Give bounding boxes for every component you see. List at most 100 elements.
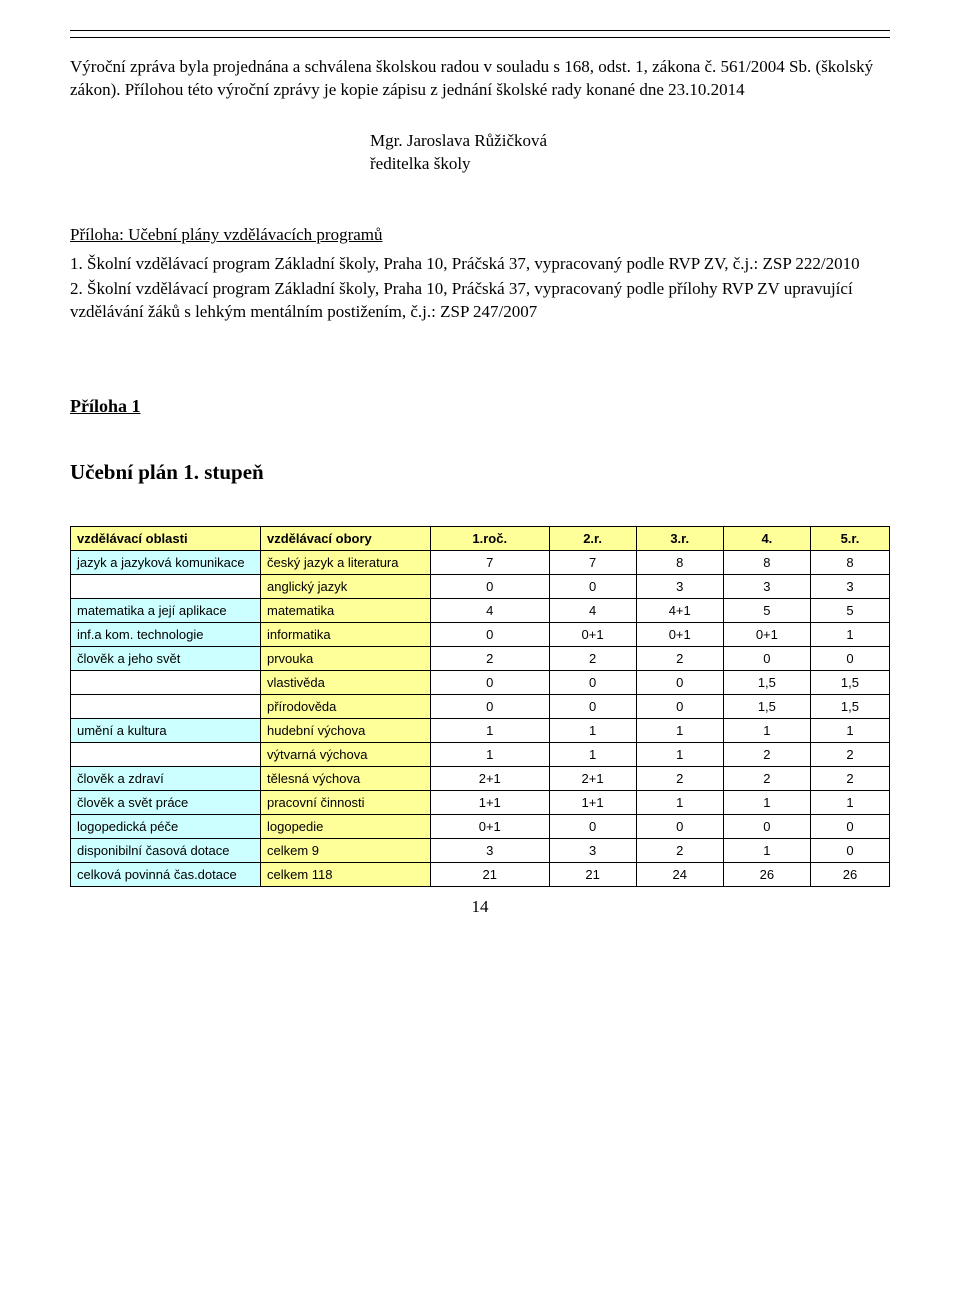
area-cell: člověk a jeho svět: [71, 647, 261, 671]
table-row: vlastivěda0001,51,5: [71, 671, 890, 695]
value-cell: 1: [723, 719, 810, 743]
value-cell: 0+1: [723, 623, 810, 647]
table-row: výtvarná výchova11122: [71, 743, 890, 767]
value-cell: 3: [723, 575, 810, 599]
table-row: anglický jazyk00333: [71, 575, 890, 599]
table-row: inf.a kom. technologieinformatika00+10+1…: [71, 623, 890, 647]
subject-cell: celkem 9: [261, 839, 431, 863]
table-row: matematika a její aplikacematematika444+…: [71, 599, 890, 623]
th-areas: vzdělávací oblasti: [71, 527, 261, 551]
value-cell: 26: [723, 863, 810, 887]
value-cell: 7: [549, 551, 636, 575]
value-cell: 0: [723, 815, 810, 839]
value-cell: 4+1: [636, 599, 723, 623]
value-cell: 4: [431, 599, 550, 623]
value-cell: 2: [636, 767, 723, 791]
value-cell: 0+1: [549, 623, 636, 647]
value-cell: 1,5: [810, 671, 889, 695]
value-cell: 1: [723, 839, 810, 863]
subject-cell: výtvarná výchova: [261, 743, 431, 767]
th-g1: 1.roč.: [431, 527, 550, 551]
value-cell: 2+1: [549, 767, 636, 791]
area-cell: [71, 575, 261, 599]
value-cell: 1: [810, 623, 889, 647]
value-cell: 1,5: [810, 695, 889, 719]
priloha-heading-label: Příloha: Učební plány vzdělávacích progr…: [70, 225, 383, 244]
value-cell: 2: [810, 743, 889, 767]
area-cell: [71, 695, 261, 719]
value-cell: 2: [723, 767, 810, 791]
subject-cell: informatika: [261, 623, 431, 647]
value-cell: 3: [810, 575, 889, 599]
priloha1-heading: Příloha 1: [70, 394, 890, 418]
subject-cell: vlastivěda: [261, 671, 431, 695]
value-cell: 2: [636, 647, 723, 671]
th-g4: 4.: [723, 527, 810, 551]
th-g3: 3.r.: [636, 527, 723, 551]
value-cell: 8: [636, 551, 723, 575]
value-cell: 0: [723, 647, 810, 671]
value-cell: 1: [636, 719, 723, 743]
value-cell: 1,5: [723, 695, 810, 719]
value-cell: 1: [636, 791, 723, 815]
top-rule-thin: [70, 37, 890, 38]
subject-cell: logopedie: [261, 815, 431, 839]
value-cell: 2: [810, 767, 889, 791]
value-cell: 1: [549, 719, 636, 743]
subject-cell: přírodověda: [261, 695, 431, 719]
value-cell: 2: [723, 743, 810, 767]
value-cell: 0+1: [636, 623, 723, 647]
table-row: člověk a jeho světprvouka22200: [71, 647, 890, 671]
area-cell: člověk a svět práce: [71, 791, 261, 815]
ucebni-plan-heading: Učební plán 1. stupeň: [70, 458, 890, 486]
table-row: člověk a svět prácepracovní činnosti1+11…: [71, 791, 890, 815]
value-cell: 1+1: [431, 791, 550, 815]
value-cell: 2: [431, 647, 550, 671]
value-cell: 5: [810, 599, 889, 623]
value-cell: 0: [636, 695, 723, 719]
value-cell: 2: [636, 839, 723, 863]
value-cell: 1: [723, 791, 810, 815]
value-cell: 0: [549, 815, 636, 839]
value-cell: 21: [431, 863, 550, 887]
th-subjects: vzdělávací obory: [261, 527, 431, 551]
value-cell: 8: [810, 551, 889, 575]
value-cell: 3: [431, 839, 550, 863]
value-cell: 5: [723, 599, 810, 623]
th-g5: 5.r.: [810, 527, 889, 551]
value-cell: 0: [810, 815, 889, 839]
value-cell: 0: [636, 815, 723, 839]
area-cell: inf.a kom. technologie: [71, 623, 261, 647]
value-cell: 24: [636, 863, 723, 887]
subject-cell: hudební výchova: [261, 719, 431, 743]
priloha-heading: Příloha: Učební plány vzdělávacích progr…: [70, 224, 890, 247]
value-cell: 21: [549, 863, 636, 887]
value-cell: 0: [431, 671, 550, 695]
area-cell: disponibilní časová dotace: [71, 839, 261, 863]
table-row: logopedická péčelogopedie0+10000: [71, 815, 890, 839]
value-cell: 1: [549, 743, 636, 767]
area-cell: matematika a její aplikace: [71, 599, 261, 623]
curriculum-table: vzdělávací oblasti vzdělávací obory 1.ro…: [70, 526, 890, 887]
table-header-row: vzdělávací oblasti vzdělávací obory 1.ro…: [71, 527, 890, 551]
area-cell: člověk a zdraví: [71, 767, 261, 791]
value-cell: 7: [431, 551, 550, 575]
value-cell: 3: [549, 839, 636, 863]
value-cell: 0: [810, 647, 889, 671]
top-rule-thick: [70, 30, 890, 31]
subject-cell: pracovní činnosti: [261, 791, 431, 815]
intro-paragraph: Výroční zpráva byla projednána a schvále…: [70, 56, 890, 102]
value-cell: 1+1: [549, 791, 636, 815]
value-cell: 8: [723, 551, 810, 575]
value-cell: 0: [636, 671, 723, 695]
value-cell: 0: [549, 695, 636, 719]
value-cell: 0: [431, 695, 550, 719]
value-cell: 1,5: [723, 671, 810, 695]
signature-name: Mgr. Jaroslava Růžičková: [370, 130, 890, 153]
area-cell: logopedická péče: [71, 815, 261, 839]
priloha-item-2: 2. Školní vzdělávací program Základní šk…: [70, 278, 890, 324]
value-cell: 0: [549, 671, 636, 695]
value-cell: 0: [810, 839, 889, 863]
subject-cell: celkem 118: [261, 863, 431, 887]
area-cell: [71, 743, 261, 767]
